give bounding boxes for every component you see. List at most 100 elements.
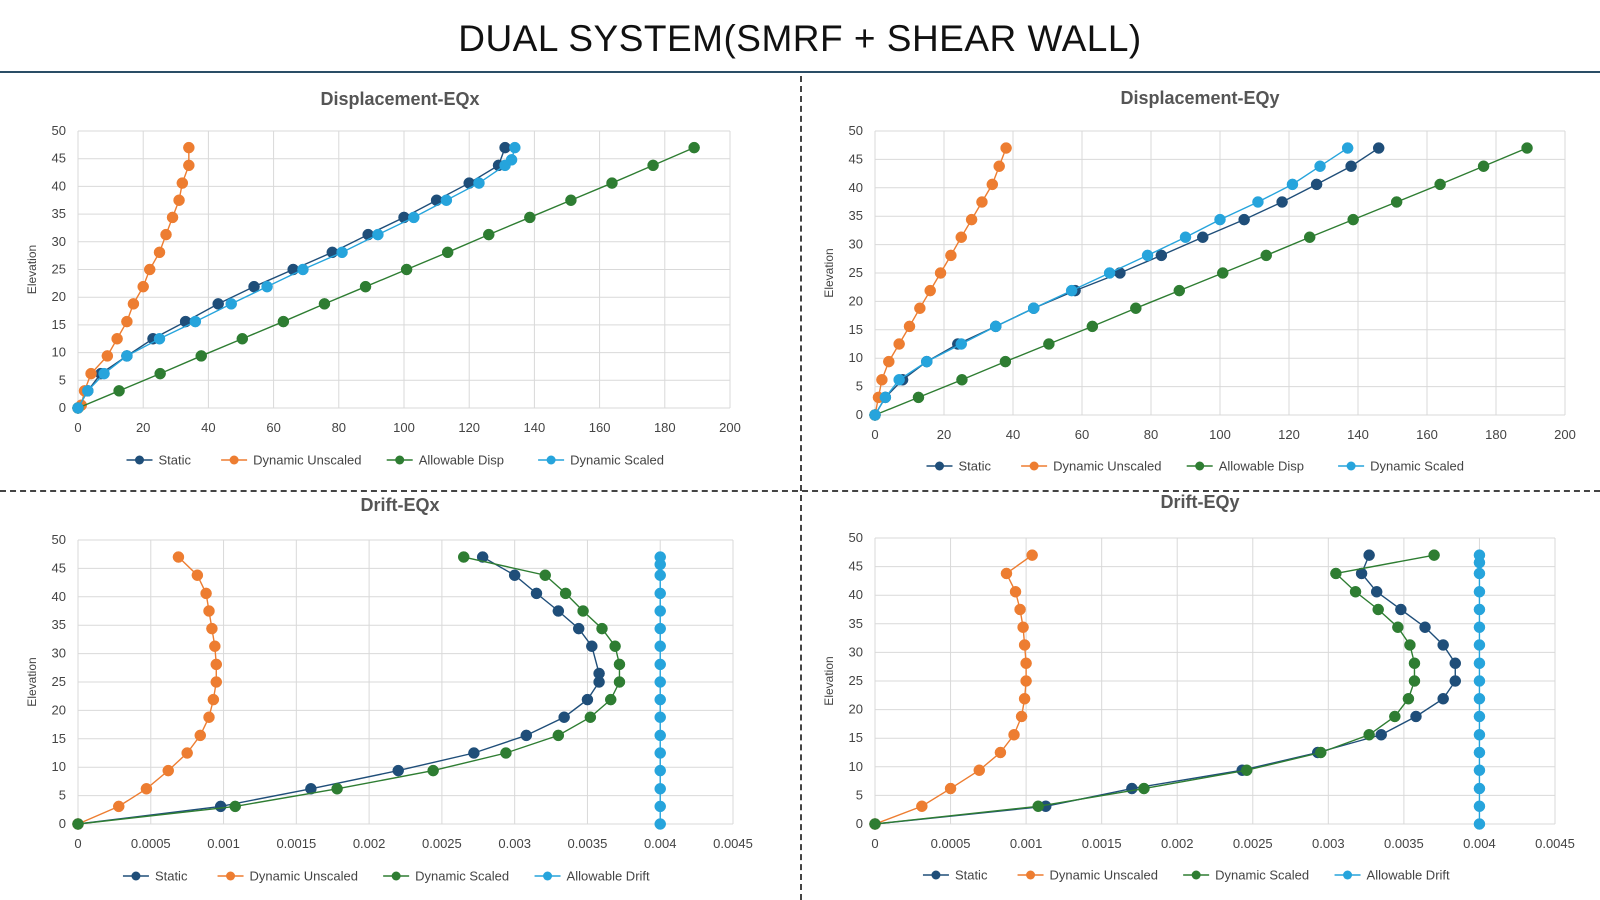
data-point (1473, 567, 1486, 580)
y-tick-label: 45 (52, 151, 66, 166)
data-point (101, 350, 114, 362)
data-point (1126, 782, 1138, 795)
chart-drift-eqy-svg: Drift-EQy 0 5 10 15 20 25 30 35 40 45 50 0 0.0005 0.00… (822, 492, 1575, 883)
data-point (876, 374, 888, 386)
data-point (176, 177, 189, 189)
y-tick-label: 35 (849, 616, 863, 631)
series-line (874, 147, 1380, 416)
data-point (336, 246, 348, 259)
data-point (539, 569, 551, 581)
data-point (1017, 621, 1029, 633)
data-point (500, 747, 512, 759)
y-tick-label: 15 (849, 322, 863, 337)
series-static (72, 141, 511, 414)
chart-drift-eqx-svg: Drift-EQx 0 5 10 15 20 25 30 35 40 45 50 0 0.0005 0.00… (25, 495, 753, 884)
data-point (976, 196, 988, 208)
y-tick-label: 45 (52, 560, 66, 575)
data-point (162, 764, 174, 777)
y-tick-label: 0 (59, 816, 66, 831)
series-line (77, 147, 506, 409)
data-point (1000, 142, 1012, 154)
data-point (82, 385, 94, 397)
legend-label: Dynamic Scaled (1215, 868, 1309, 883)
data-point (1173, 284, 1186, 297)
data-point (210, 676, 223, 688)
data-point (509, 141, 521, 154)
data-point (581, 693, 594, 706)
series-line (874, 554, 1456, 825)
y-tick-label: 40 (849, 587, 863, 602)
x-tick-label: 180 (654, 420, 676, 435)
data-point (207, 693, 220, 706)
x-tick-label: 0.001 (1010, 836, 1043, 851)
data-point (214, 800, 227, 813)
vertical-dashed-divider (800, 76, 802, 900)
y-tick-label: 30 (52, 646, 66, 661)
data-point (297, 263, 309, 276)
data-point (883, 355, 895, 368)
y-tick-label: 10 (849, 759, 863, 774)
data-point (473, 177, 485, 189)
y-tick-label: 50 (849, 123, 863, 138)
y-tick-label: 10 (849, 350, 863, 365)
data-point (903, 320, 916, 333)
data-point (392, 764, 404, 777)
data-point (1449, 675, 1462, 687)
data-point (183, 141, 195, 154)
legend-label: Dynamic Unscaled (253, 453, 361, 468)
x-tick-label: 0.0025 (422, 836, 462, 851)
x-tick-label: 0.004 (1463, 836, 1496, 851)
x-tick-label: 60 (266, 420, 280, 435)
data-point (1521, 142, 1533, 154)
legend-label: Dynamic Scaled (415, 869, 509, 884)
data-point (229, 800, 241, 813)
data-point (1240, 764, 1253, 776)
data-point (924, 284, 936, 297)
series-dynamic-unscaled (869, 549, 1038, 830)
data-point (1027, 302, 1040, 314)
data-point (999, 355, 1012, 368)
y-tick-label: 20 (849, 702, 863, 717)
data-point (476, 551, 489, 563)
legend-item-allowable-drift: Allowable Drift (1334, 868, 1450, 883)
y-tick-label: 30 (849, 644, 863, 659)
data-point (72, 402, 84, 414)
data-point (153, 333, 166, 345)
data-point (1341, 142, 1354, 154)
data-point (654, 622, 666, 635)
data-point (1103, 267, 1116, 279)
x-tick-label: 20 (937, 427, 951, 442)
data-point (654, 783, 666, 795)
legend-label: Dynamic Unscaled (1053, 459, 1161, 474)
y-tick-label: 50 (52, 532, 66, 547)
data-point (654, 658, 666, 671)
data-point (1473, 818, 1486, 830)
y-tick-label: 25 (849, 673, 863, 688)
data-point (400, 263, 413, 276)
data-point (945, 249, 957, 262)
data-point (565, 194, 577, 206)
x-tick-label: 0.003 (1312, 836, 1345, 851)
data-point (362, 228, 374, 241)
series-allowable-disp (72, 141, 700, 414)
series-static (869, 142, 1385, 421)
y-tick-label: 50 (849, 530, 863, 545)
data-point (593, 667, 605, 680)
legend-label: Dynamic Scaled (570, 453, 664, 468)
legend-item-dynamic-unscaled: Dynamic Unscaled (221, 453, 361, 468)
data-point (1141, 249, 1154, 262)
legend-label: Dynamic Unscaled (1050, 868, 1158, 883)
data-point (990, 320, 1002, 333)
data-point (654, 711, 666, 723)
legend-item-allowable-disp: Allowable Disp (1186, 459, 1304, 474)
data-point (508, 569, 521, 581)
data-point (654, 587, 666, 600)
data-point (654, 818, 666, 830)
data-point (1473, 800, 1486, 813)
data-point (654, 551, 666, 563)
data-point (1389, 710, 1401, 723)
x-tick-label: 160 (589, 420, 611, 435)
data-point (934, 267, 947, 279)
legend-swatch-marker (543, 871, 553, 881)
data-point (113, 385, 125, 397)
